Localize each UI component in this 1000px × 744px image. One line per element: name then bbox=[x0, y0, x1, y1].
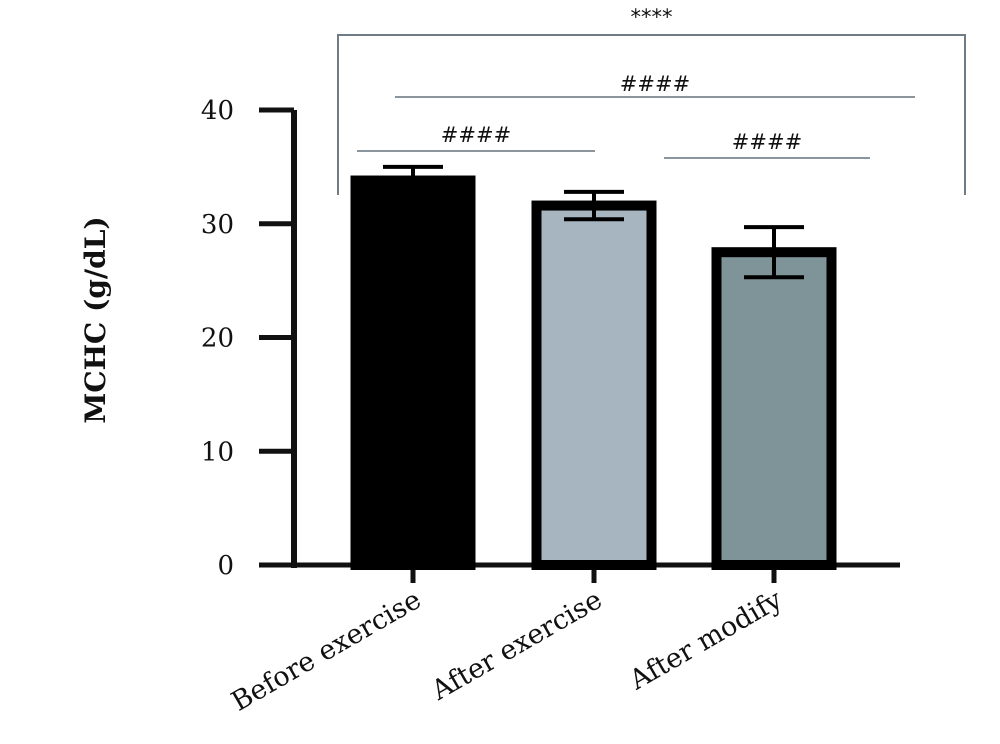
bar bbox=[350, 175, 476, 570]
category-label: Before exercise bbox=[226, 584, 426, 717]
significance-label: #### bbox=[620, 72, 690, 96]
y-tick-label: 0 bbox=[217, 551, 234, 581]
y-axis-label: MCHC (g/dL) bbox=[79, 216, 112, 423]
y-tick-label: 30 bbox=[201, 210, 234, 240]
y-tick-label: 10 bbox=[201, 437, 234, 467]
significance-bracket bbox=[337, 34, 966, 195]
y-tick-label: 40 bbox=[201, 96, 234, 126]
significance-label: #### bbox=[732, 130, 802, 154]
category-label: After exercise bbox=[426, 584, 608, 707]
category-labels: Before exercise After exercise After modif… bbox=[226, 584, 788, 718]
significance-label: #### bbox=[441, 123, 511, 147]
bar bbox=[711, 247, 837, 570]
significance-label: **** bbox=[631, 5, 673, 29]
bar bbox=[531, 200, 657, 571]
bars bbox=[350, 164, 837, 571]
category-label: After modify bbox=[624, 584, 789, 697]
y-tick-label: 20 bbox=[201, 324, 234, 354]
significance-annotations: **** #### #### #### bbox=[337, 5, 966, 195]
